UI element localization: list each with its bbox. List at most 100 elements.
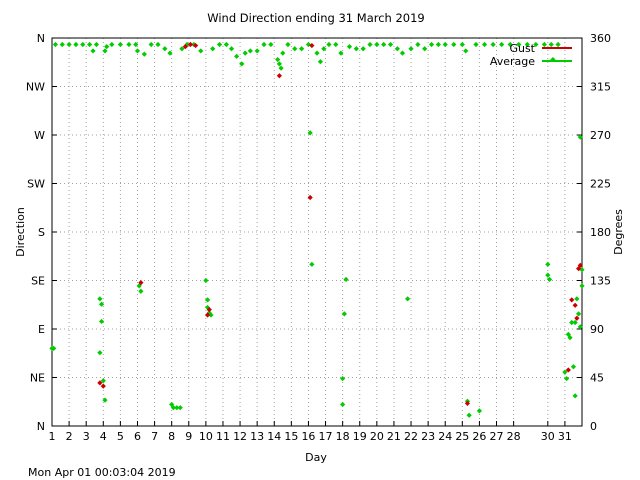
data-point-average	[93, 41, 100, 48]
x-tick-label: 18	[336, 430, 350, 443]
data-point-average	[579, 283, 585, 289]
data-point-average	[545, 261, 551, 267]
data-point-average	[109, 41, 115, 48]
data-point-average	[374, 41, 380, 48]
data-point-average	[564, 375, 570, 382]
data-point-average	[516, 41, 522, 48]
y-tick-label-left: SE	[31, 275, 45, 288]
data-point-average	[408, 46, 414, 52]
data-point-average	[338, 50, 344, 56]
x-tick-label: 7	[151, 430, 158, 443]
data-point-average	[387, 41, 394, 48]
data-point-average	[299, 46, 305, 52]
y-tick-label-right: 360	[590, 32, 611, 45]
y-tick-label-left: N	[37, 420, 45, 433]
y-axis-label-right: Degrees	[612, 209, 625, 255]
data-point-average	[138, 288, 144, 294]
data-point-gust	[575, 266, 582, 272]
data-point-average	[548, 41, 554, 48]
data-point-average	[100, 378, 106, 384]
data-point-average	[275, 56, 281, 63]
data-point-gust	[464, 400, 471, 406]
x-tick-label: 8	[168, 430, 175, 443]
data-point-average	[367, 41, 373, 48]
data-point-average	[574, 296, 580, 302]
data-point-average	[546, 276, 553, 283]
data-point-average	[466, 412, 472, 418]
y-tick-label-left: NE	[30, 372, 45, 385]
data-point-gust	[276, 73, 282, 79]
data-point-average	[459, 41, 465, 48]
x-tick-label: 25	[455, 430, 469, 443]
data-point-average	[321, 46, 327, 52]
data-point-gust	[204, 312, 211, 318]
x-tick-label: 6	[134, 430, 141, 443]
data-point-average	[451, 41, 457, 48]
chart-title: Wind Direction ending 31 March 2019	[207, 11, 425, 25]
x-tick-label: 22	[404, 430, 418, 443]
data-point-average	[276, 61, 282, 67]
grid-lines	[52, 38, 582, 426]
data-point-gust	[574, 315, 580, 321]
data-point-average	[141, 51, 147, 57]
data-point-average	[533, 41, 539, 48]
data-point-average	[541, 41, 547, 48]
y-tick-label-right: 45	[590, 372, 604, 385]
data-point-average	[261, 41, 267, 48]
data-point-average	[203, 277, 209, 284]
timestamp-footer: Mon Apr 01 00:03:04 2019	[28, 466, 176, 479]
data-point-average	[179, 46, 185, 52]
x-tick-label: 30	[541, 430, 555, 443]
data-point-average	[399, 50, 406, 56]
data-point-average	[59, 41, 65, 48]
data-point-average	[80, 41, 86, 48]
y-tick-label-left: NW	[26, 81, 45, 94]
data-point-average	[223, 41, 229, 48]
data-point-average	[136, 283, 142, 289]
data-point-average	[292, 46, 298, 52]
data-point-average	[73, 41, 79, 48]
data-point-average	[90, 48, 96, 54]
data-point-average	[317, 59, 324, 65]
data-point-gust	[309, 42, 315, 49]
x-tick-label: 11	[216, 430, 230, 443]
data-point-average	[422, 46, 428, 52]
data-point-average	[52, 41, 59, 48]
data-point-average	[278, 65, 284, 71]
data-point-gust	[182, 44, 188, 50]
data-point-average	[210, 46, 216, 52]
y-tick-label-left: N	[37, 32, 45, 45]
data-point-average	[545, 272, 551, 278]
x-tick-label: 13	[250, 430, 264, 443]
legend-label-gust: Gust	[509, 42, 535, 55]
data-point-average	[148, 41, 154, 48]
x-tick-label: 24	[438, 430, 452, 443]
data-point-average	[228, 46, 235, 52]
data-point-average	[254, 48, 260, 54]
data-point-average	[167, 50, 173, 56]
data-point-gust	[569, 297, 575, 303]
x-tick-label: 27	[490, 430, 504, 443]
data-point-average	[305, 41, 312, 48]
x-tick-label: 17	[319, 430, 333, 443]
data-point-average	[247, 48, 253, 54]
data-point-average	[285, 41, 291, 48]
data-point-average	[570, 364, 577, 370]
data-point-gust	[577, 262, 583, 269]
x-axis-label: Day	[305, 451, 327, 464]
data-point-average	[572, 393, 578, 399]
data-point-average	[360, 46, 366, 52]
x-tick-label: 10	[199, 430, 213, 443]
data-point-gust	[206, 307, 212, 313]
data-point-average	[117, 41, 123, 48]
x-tick-label: 19	[353, 430, 367, 443]
x-tick-label: 23	[421, 430, 435, 443]
data-point-average	[216, 41, 223, 48]
data-point-average	[198, 48, 204, 54]
x-tick-label: 12	[233, 430, 247, 443]
x-tick-label: 26	[472, 430, 486, 443]
data-point-gust	[100, 383, 106, 389]
data-point-average	[170, 405, 176, 411]
data-point-average	[239, 61, 245, 67]
data-point-average	[353, 46, 359, 52]
